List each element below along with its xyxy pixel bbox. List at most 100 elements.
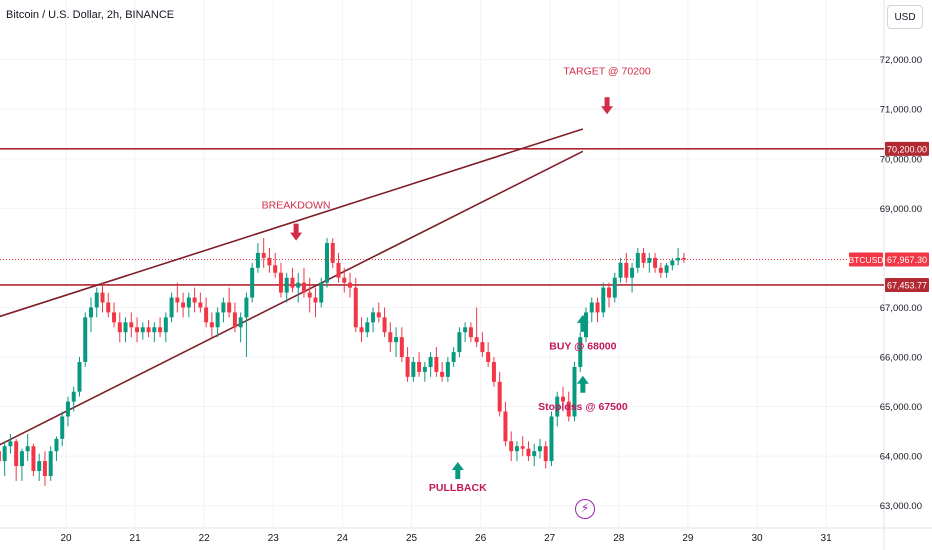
price-axis[interactable]: 72,000.00 71,000.00 70,000.00 69,000.00 67,0… <box>849 55 929 512</box>
lightning-bolt-icon[interactable]: ⚡ <box>575 499 595 519</box>
time-tick-label: 22 <box>199 533 211 544</box>
currency-button[interactable]: USD <box>887 5 923 29</box>
trendline[interactable] <box>0 128 584 318</box>
candle <box>273 252 278 278</box>
candle <box>555 391 560 427</box>
horizontal-levels <box>0 148 884 286</box>
price-tick-label: 63,000.00 <box>880 501 922 512</box>
annotation-label: TARGET @ 70200 <box>563 66 650 78</box>
trendline[interactable] <box>0 150 584 446</box>
svg-text:67,453.77: 67,453.77 <box>887 280 927 290</box>
candle <box>607 282 612 308</box>
candle <box>112 302 117 328</box>
candle <box>123 317 128 343</box>
candle <box>589 297 594 323</box>
annotation[interactable]: Stoploss @ 67500 <box>538 375 628 413</box>
candle <box>503 401 508 447</box>
arrow-up-icon <box>576 314 589 332</box>
candle <box>537 438 542 459</box>
chart-title: Bitcoin / U.S. Dollar, 2h, BINANCE <box>6 9 175 21</box>
candle <box>238 312 243 343</box>
candle <box>284 272 289 303</box>
candle <box>146 319 151 338</box>
candle <box>549 411 554 467</box>
candle <box>54 436 59 462</box>
annotations: TARGET @ 70200 BREAKDOWN BUY @ 68000 Stoplo… <box>262 66 651 494</box>
candle <box>169 292 174 323</box>
candle <box>330 238 335 268</box>
annotation-label: BUY @ 68000 <box>549 341 616 353</box>
last-price-badge: BTCUSD 67,967.30 <box>849 252 929 267</box>
candle <box>560 386 565 412</box>
price-tick-label: 67,000.00 <box>880 303 922 314</box>
candle <box>221 297 226 323</box>
arrow-down-icon <box>601 97 614 115</box>
candle <box>71 386 76 412</box>
candle <box>129 312 134 338</box>
svg-text:70,200.00: 70,200.00 <box>887 144 927 154</box>
candle <box>422 361 427 382</box>
candle <box>664 262 669 278</box>
candle <box>163 312 168 343</box>
candle <box>250 262 255 303</box>
annotation-label: PULLBACK <box>429 482 487 494</box>
candle <box>267 247 272 273</box>
candle <box>19 448 24 481</box>
candle <box>117 312 122 343</box>
price-tick-label: 70,000.00 <box>880 154 922 165</box>
annotation[interactable]: BUY @ 68000 <box>549 314 617 353</box>
candle <box>14 438 19 481</box>
candle <box>526 441 531 462</box>
candle <box>445 357 450 382</box>
candle <box>215 307 220 338</box>
candle <box>566 391 571 422</box>
candle <box>198 292 203 313</box>
annotation[interactable]: TARGET @ 70200 <box>563 66 651 115</box>
candle <box>296 272 301 303</box>
candle <box>175 282 180 313</box>
price-tick-label: 66,000.00 <box>880 353 922 364</box>
candle <box>434 347 439 377</box>
candle <box>336 252 341 283</box>
candle <box>140 322 145 340</box>
arrow-up-icon <box>451 462 464 480</box>
candle <box>94 287 99 318</box>
candle <box>509 431 514 462</box>
candle <box>394 327 399 358</box>
time-tick-label: 23 <box>268 533 280 544</box>
candle <box>319 277 324 308</box>
candle <box>578 332 583 372</box>
candle <box>181 292 186 318</box>
time-axis[interactable]: 20 21 22 23 24 25 26 27 28 29 30 31 <box>60 533 832 544</box>
candle <box>641 247 646 268</box>
candle <box>152 322 157 343</box>
time-tick-label: 26 <box>475 533 487 544</box>
candle <box>491 357 496 387</box>
candle <box>428 352 433 377</box>
annotation[interactable]: BREAKDOWN <box>262 199 331 241</box>
candle <box>376 302 381 323</box>
candle <box>388 322 393 353</box>
price-tick-label: 72,000.00 <box>880 55 922 66</box>
candle <box>25 433 30 462</box>
candle <box>232 302 237 333</box>
symbol-label: BTCUSD <box>849 255 884 265</box>
time-tick-label: 21 <box>130 533 142 544</box>
candle <box>42 451 47 486</box>
candle <box>158 317 163 338</box>
candle <box>290 267 295 293</box>
candle <box>480 332 485 358</box>
time-tick-label: 29 <box>682 533 694 544</box>
candle <box>457 327 462 358</box>
candle <box>192 287 197 313</box>
price-tick-label: 64,000.00 <box>880 452 922 463</box>
price-tick-label: 71,000.00 <box>880 105 922 116</box>
arrow-down-icon <box>290 223 303 241</box>
candle <box>307 277 312 313</box>
annotation-label: BREAKDOWN <box>262 199 331 211</box>
candle <box>670 257 675 271</box>
annotation[interactable]: PULLBACK <box>429 462 487 494</box>
candle <box>255 243 260 273</box>
